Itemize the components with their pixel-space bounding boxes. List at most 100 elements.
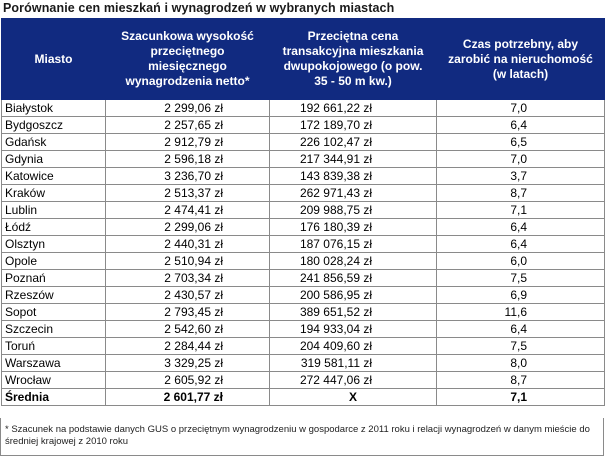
table-row: Bydgoszcz 2 257,65 zł 172 189,70 zł 6,4 (1, 116, 605, 134)
years-cell: 6,0 (436, 252, 605, 270)
price-cell: 187 076,15 zł (269, 235, 437, 253)
price-cell: 389 651,52 zł (269, 303, 437, 321)
price-cell: 209 988,75 zł (269, 201, 437, 219)
footnote: * Szacunek na podstawie danych GUS o prz… (0, 418, 604, 456)
price-cell: 172 189,70 zł (269, 116, 437, 134)
summary-price: X (269, 388, 437, 406)
years-cell: 11,6 (436, 303, 605, 321)
table-row: Lublin 2 474,41 zł 209 988,75 zł 7,1 (1, 201, 605, 219)
salary-cell: 2 793,45 zł (105, 303, 270, 321)
price-cell: 200 586,95 zł (269, 286, 437, 304)
salary-cell: 2 542,60 zł (105, 320, 270, 338)
price-cell: 176 180,39 zł (269, 218, 437, 236)
summary-salary: 2 601,77 zł (105, 388, 270, 406)
city-cell: Wrocław (1, 371, 106, 389)
salary-cell: 2 299,06 zł (105, 99, 270, 117)
city-cell: Gdynia (1, 150, 106, 168)
city-cell: Szczecin (1, 320, 106, 338)
city-cell: Białystok (1, 99, 106, 117)
salary-cell: 2 513,37 zł (105, 184, 270, 202)
years-cell: 6,4 (436, 320, 605, 338)
table-row: Kraków 2 513,37 zł 262 971,43 zł 8,7 (1, 184, 605, 202)
city-cell: Bydgoszcz (1, 116, 106, 134)
price-cell: 262 971,43 zł (269, 184, 437, 202)
years-cell: 8,0 (436, 354, 605, 372)
city-cell: Toruń (1, 337, 106, 355)
header-years: Czas potrzebny, aby zarobić na nieruchom… (436, 18, 605, 100)
salary-cell: 2 440,31 zł (105, 235, 270, 253)
page-title: Porównanie cen mieszkań i wynagrodzeń w … (3, 1, 395, 15)
salary-cell: 2 605,92 zł (105, 371, 270, 389)
years-cell: 7,0 (436, 150, 605, 168)
table-row: Szczecin 2 542,60 zł 194 933,04 zł 6,4 (1, 320, 605, 338)
city-cell: Kraków (1, 184, 106, 202)
comparison-table: Miasto Szacunkowa wysokość przeciętnego … (1, 18, 605, 406)
price-cell: 241 856,59 zł (269, 269, 437, 287)
header-price: Przeciętna cena transakcyjna mieszkania … (269, 18, 437, 100)
table-header-row: Miasto Szacunkowa wysokość przeciętnego … (1, 18, 605, 100)
salary-cell: 2 474,41 zł (105, 201, 270, 219)
price-cell: 226 102,47 zł (269, 133, 437, 151)
table-row: Olsztyn 2 440,31 zł 187 076,15 zł 6,4 (1, 235, 605, 253)
price-cell: 143 839,38 zł (269, 167, 437, 185)
salary-cell: 2 257,65 zł (105, 116, 270, 134)
table-row: Gdańsk 2 912,79 zł 226 102,47 zł 6,5 (1, 133, 605, 151)
price-cell: 217 344,91 zł (269, 150, 437, 168)
city-cell: Łódź (1, 218, 106, 236)
table-row: Wrocław 2 605,92 zł 272 447,06 zł 8,7 (1, 371, 605, 389)
table-row: Gdynia 2 596,18 zł 217 344,91 zł 7,0 (1, 150, 605, 168)
table-row: Sopot 2 793,45 zł 389 651,52 zł 11,6 (1, 303, 605, 321)
header-city: Miasto (1, 18, 106, 100)
city-cell: Lublin (1, 201, 106, 219)
years-cell: 6,5 (436, 133, 605, 151)
table-row: Poznań 2 703,34 zł 241 856,59 zł 7,5 (1, 269, 605, 287)
city-cell: Sopot (1, 303, 106, 321)
salary-cell: 2 430,57 zł (105, 286, 270, 304)
salary-cell: 3 236,70 zł (105, 167, 270, 185)
city-cell: Opole (1, 252, 106, 270)
years-cell: 6,4 (436, 116, 605, 134)
years-cell: 6,4 (436, 235, 605, 253)
salary-cell: 2 912,79 zł (105, 133, 270, 151)
summary-years: 7,1 (436, 388, 605, 406)
years-cell: 7,1 (436, 201, 605, 219)
years-cell: 3,7 (436, 167, 605, 185)
city-cell: Katowice (1, 167, 106, 185)
years-cell: 6,9 (436, 286, 605, 304)
years-cell: 7,5 (436, 337, 605, 355)
years-cell: 8,7 (436, 371, 605, 389)
salary-cell: 2 284,44 zł (105, 337, 270, 355)
salary-cell: 2 596,18 zł (105, 150, 270, 168)
table-row: Warszawa 3 329,25 zł 319 581,11 zł 8,0 (1, 354, 605, 372)
price-cell: 180 028,24 zł (269, 252, 437, 270)
price-cell: 204 409,60 zł (269, 337, 437, 355)
city-cell: Olsztyn (1, 235, 106, 253)
price-cell: 319 581,11 zł (269, 354, 437, 372)
table-body: Białystok 2 299,06 zł 192 661,22 zł 7,0 Bydg… (1, 99, 605, 406)
table-row: Łódź 2 299,06 zł 176 180,39 zł 6,4 (1, 218, 605, 236)
header-salary: Szacunkowa wysokość przeciętnego miesięc… (105, 18, 270, 100)
summary-row: Średnia 2 601,77 zł X 7,1 (1, 388, 605, 406)
years-cell: 6,4 (436, 218, 605, 236)
table-row: Katowice 3 236,70 zł 143 839,38 zł 3,7 (1, 167, 605, 185)
years-cell: 8,7 (436, 184, 605, 202)
city-cell: Rzeszów (1, 286, 106, 304)
table-row: Toruń 2 284,44 zł 204 409,60 zł 7,5 (1, 337, 605, 355)
table-row: Białystok 2 299,06 zł 192 661,22 zł 7,0 (1, 99, 605, 117)
years-cell: 7,0 (436, 99, 605, 117)
city-cell: Poznań (1, 269, 106, 287)
years-cell: 7,5 (436, 269, 605, 287)
salary-cell: 2 703,34 zł (105, 269, 270, 287)
price-cell: 272 447,06 zł (269, 371, 437, 389)
city-cell: Warszawa (1, 354, 106, 372)
salary-cell: 2 510,94 zł (105, 252, 270, 270)
salary-cell: 3 329,25 zł (105, 354, 270, 372)
summary-label: Średnia (1, 388, 106, 406)
table-row: Opole 2 510,94 zł 180 028,24 zł 6,0 (1, 252, 605, 270)
city-cell: Gdańsk (1, 133, 106, 151)
price-cell: 192 661,22 zł (269, 99, 437, 117)
salary-cell: 2 299,06 zł (105, 218, 270, 236)
price-cell: 194 933,04 zł (269, 320, 437, 338)
table-row: Rzeszów 2 430,57 zł 200 586,95 zł 6,9 (1, 286, 605, 304)
